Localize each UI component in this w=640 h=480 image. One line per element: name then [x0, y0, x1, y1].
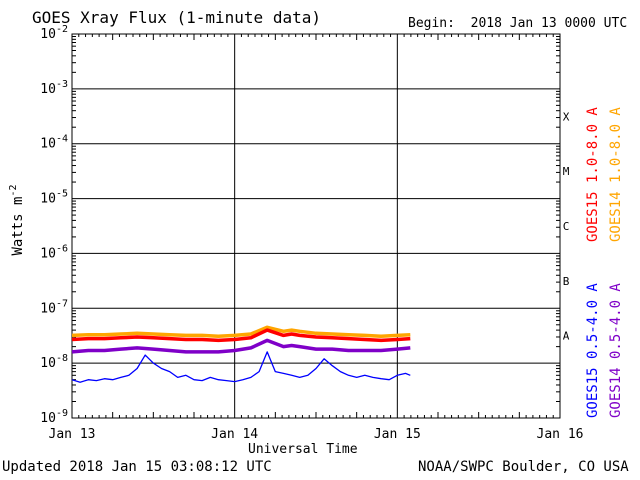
legend-goes14-long: GOES14 1.0-8.0 A	[608, 107, 624, 242]
y-tick-label: 10-2	[40, 24, 68, 42]
credit-line: NOAA/SWPC Boulder, CO USA	[418, 459, 629, 475]
y-tick-label: 10-8	[40, 353, 68, 371]
flare-class-label: C	[563, 220, 570, 233]
y-tick-label: 10-4	[40, 134, 68, 152]
flare-class-label: X	[563, 110, 570, 123]
x-axis-label: Universal Time	[248, 442, 358, 457]
y-tick-label: 10-7	[40, 298, 68, 316]
plot-frame	[71, 33, 561, 419]
chart-title: GOES Xray Flux (1-minute data)	[32, 8, 321, 27]
y-tick-label: 10-9	[40, 408, 68, 426]
legend-goes15-long: GOES15 1.0-8.0 A	[585, 107, 601, 242]
y-tick-label: 10-6	[40, 243, 68, 261]
begin-time: Begin: 2018 Jan 13 0000 UTC	[408, 16, 628, 31]
flare-class-label: M	[563, 165, 570, 178]
series-line	[71, 351, 411, 383]
flare-class-label: B	[563, 275, 570, 288]
x-tick-label: Jan 15	[374, 427, 421, 442]
x-tick-label: Jan 16	[537, 427, 584, 442]
x-tick-label: Jan 14	[211, 427, 258, 442]
legend-goes15-short: GOES15 0.5-4.0 A	[585, 283, 601, 418]
updated-timestamp: Updated 2018 Jan 15 03:08:12 UTC	[2, 459, 272, 475]
series-line	[71, 338, 411, 354]
y-tick-label: 10-5	[40, 189, 68, 207]
x-tick-label: Jan 13	[49, 427, 96, 442]
legend-goes14-short: GOES14 0.5-4.0 A	[608, 283, 624, 418]
flare-class-label: A	[563, 330, 570, 343]
y-tick-label: 10-3	[40, 79, 68, 97]
series-line	[71, 325, 411, 338]
series-line	[71, 328, 411, 343]
